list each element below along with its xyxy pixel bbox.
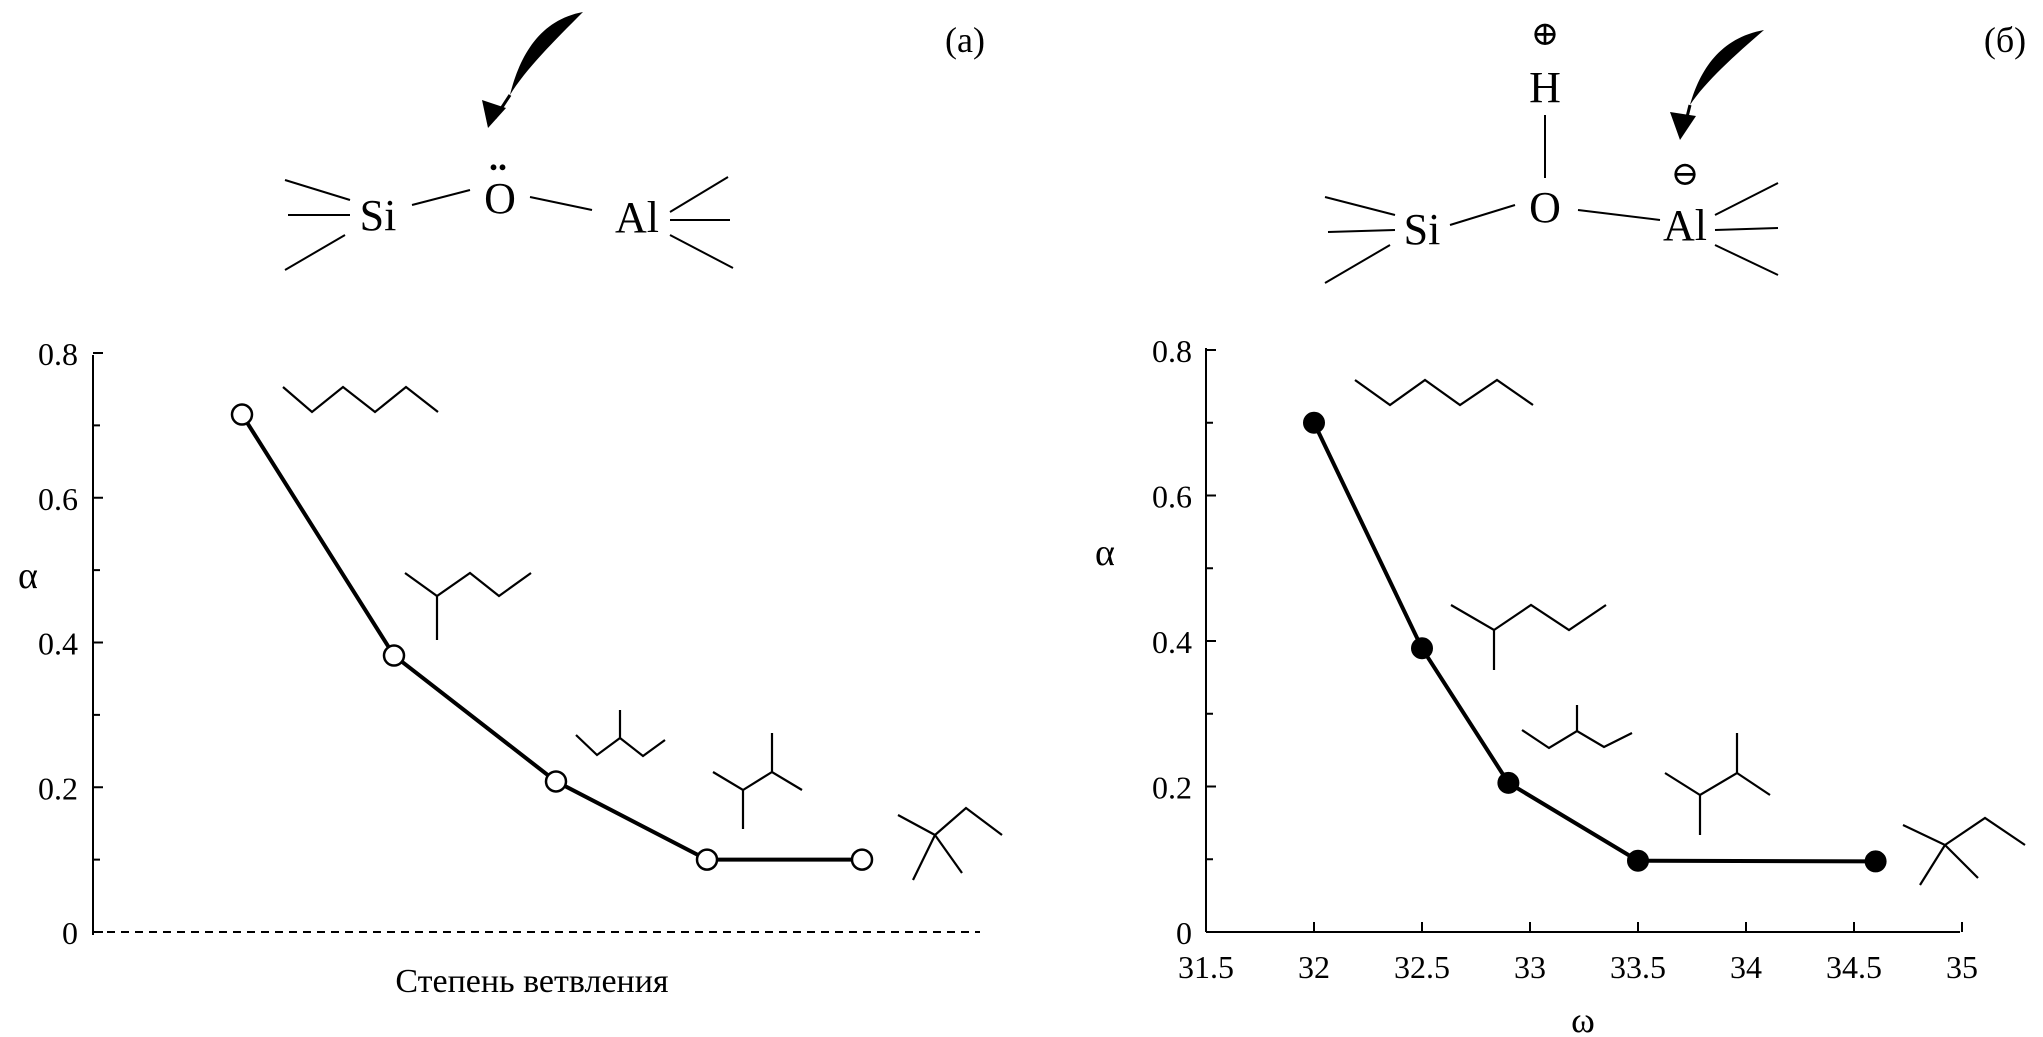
x-tick-label: 35 [1946,949,1978,985]
y-tick-label: 0.2 [1152,770,1192,806]
si-label: Si [360,191,397,240]
2-methylpentane-icon [1521,705,1633,750]
data-point [544,770,568,793]
data-point [850,848,874,871]
x-axis-label-b: ω [1571,1000,1595,1037]
y-tick-label: 0.2 [38,770,78,806]
x-tick-label: 31.5 [1178,949,1234,985]
panel-b-structure: (б) ⊕ H O Si ⊖ Al [1324,16,2026,284]
2,3-dimethylbutane-icon [712,733,803,829]
chart-a: 0 0.2 0.4 0.6 0.8 α Степень ветвления [18,336,1003,1000]
y-tick-label: 0.8 [38,336,78,372]
al-label-b: Al [1663,201,1707,250]
chart-b: 0 0.2 0.4 0.6 0.8 31.5 32 32.5 33 33.5 34 34.5 35 α… [1095,333,2026,1037]
series-line [240,413,862,862]
series-line [1312,421,1876,864]
data-point [1864,850,1887,873]
n-pentane-icon [282,385,439,414]
2-methylpentane-icon [575,710,666,758]
2,3-dimethylbutane-icon [1664,733,1771,835]
2-methylbutane-icon [404,571,532,640]
panel-a-structure: (а) Si O .. Al [284,12,985,271]
2,2-dimethylbutane-icon [897,806,1003,881]
panel-b-tag: (б) [1984,20,2026,60]
data-point [1497,771,1520,794]
x-tick-label: 33.5 [1610,949,1666,985]
x-tick-label: 34 [1730,949,1762,985]
x-tick-label: 34.5 [1826,949,1882,985]
data-point [382,644,406,667]
y-axis-label-b: α [1095,532,1115,574]
y-tick-label: 0.6 [1152,479,1192,515]
minus-charge: ⊖ [1671,156,1700,193]
data-point [1627,849,1649,872]
curved-arrow-icon [482,12,583,128]
panel-a-tag: (а) [945,20,985,60]
al-label: Al [615,193,659,242]
hydrogen-label: H [1529,63,1561,112]
2-methylbutane-icon [1450,603,1607,670]
data-point [1411,637,1433,660]
curved-arrow-icon [1670,30,1764,140]
x-tick-label: 33 [1514,949,1546,985]
lone-pair-dots: .. [489,138,507,178]
y-tick-label: 0.4 [38,626,78,662]
y-tick-label: 0.4 [1152,624,1192,660]
y-tick-label: 0 [62,915,78,951]
y-tick-label: 0 [1176,915,1192,951]
x-axis-label: Степень ветвления [395,963,669,1000]
data-point [230,403,254,426]
y-tick-label: 0.6 [38,481,78,517]
data-point [1303,411,1325,434]
y-tick-label: 0.8 [1152,333,1192,369]
si-label-b: Si [1404,205,1441,254]
x-tick-label: 32 [1298,949,1330,985]
plus-charge: ⊕ [1531,16,1560,53]
n-pentane-icon [1354,378,1534,407]
oxygen-label: O [484,174,516,223]
y-axis-label: α [18,555,38,597]
data-point [695,848,719,871]
x-tick-label: 32.5 [1394,949,1450,985]
2,2-dimethylbutane-icon [1902,816,2026,886]
oxygen-label-b: O [1529,183,1561,232]
